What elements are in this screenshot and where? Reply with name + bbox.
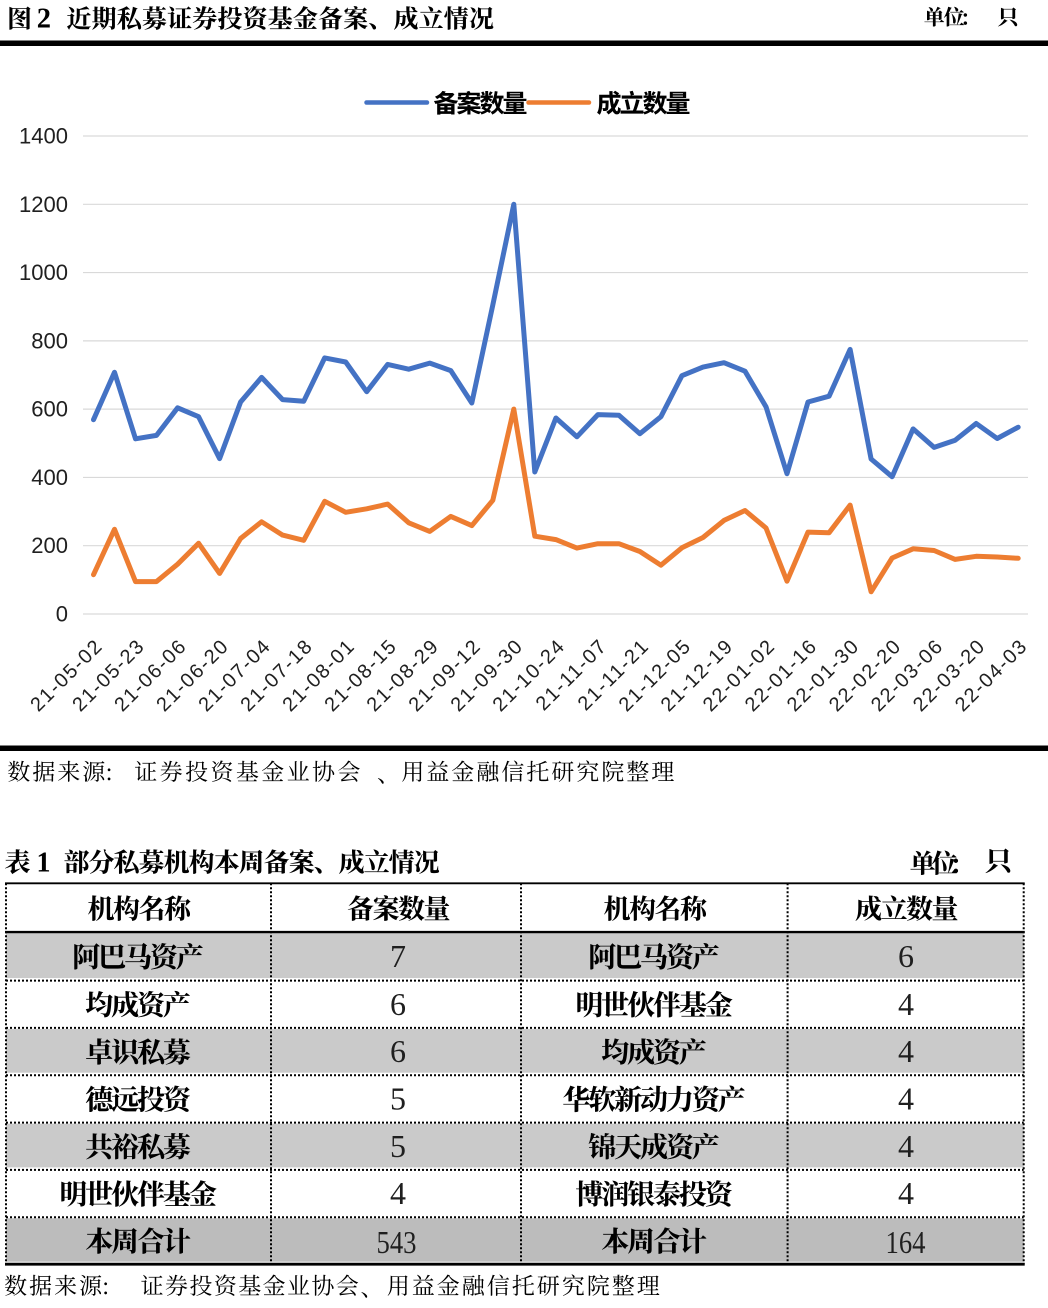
svg-text:400: 400 [31, 465, 68, 490]
svg-text:0: 0 [56, 602, 68, 627]
svg-text:4: 4 [898, 986, 914, 1022]
svg-text:7: 7 [390, 938, 406, 974]
svg-text:6: 6 [390, 1033, 406, 1069]
svg-text:4: 4 [898, 1128, 914, 1164]
svg-text:200: 200 [31, 533, 68, 558]
svg-text:164: 164 [886, 1224, 926, 1260]
svg-text:2: 2 [37, 4, 51, 35]
svg-text:4: 4 [898, 1175, 914, 1211]
svg-text:600: 600 [31, 397, 68, 422]
svg-text:6: 6 [898, 938, 914, 974]
svg-text:5: 5 [390, 1080, 406, 1116]
svg-text:5: 5 [390, 1128, 406, 1164]
svg-text:1000: 1000 [19, 260, 68, 285]
svg-text:543: 543 [377, 1224, 417, 1260]
svg-text:6: 6 [390, 986, 406, 1022]
svg-text:4: 4 [898, 1080, 914, 1116]
svg-text:1400: 1400 [19, 124, 68, 149]
svg-text:4: 4 [390, 1175, 406, 1211]
svg-text:800: 800 [31, 328, 68, 353]
svg-text:4: 4 [898, 1033, 914, 1069]
svg-text:1200: 1200 [19, 192, 68, 217]
svg-text:1: 1 [37, 848, 51, 879]
